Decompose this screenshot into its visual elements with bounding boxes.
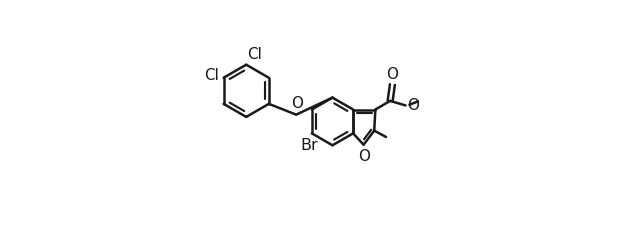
Text: O: O xyxy=(358,149,370,164)
Text: O: O xyxy=(291,96,303,111)
Text: Br: Br xyxy=(300,138,318,153)
Text: Cl: Cl xyxy=(204,68,219,84)
Text: O: O xyxy=(407,98,419,113)
Text: O: O xyxy=(387,67,398,82)
Text: Cl: Cl xyxy=(248,47,262,62)
